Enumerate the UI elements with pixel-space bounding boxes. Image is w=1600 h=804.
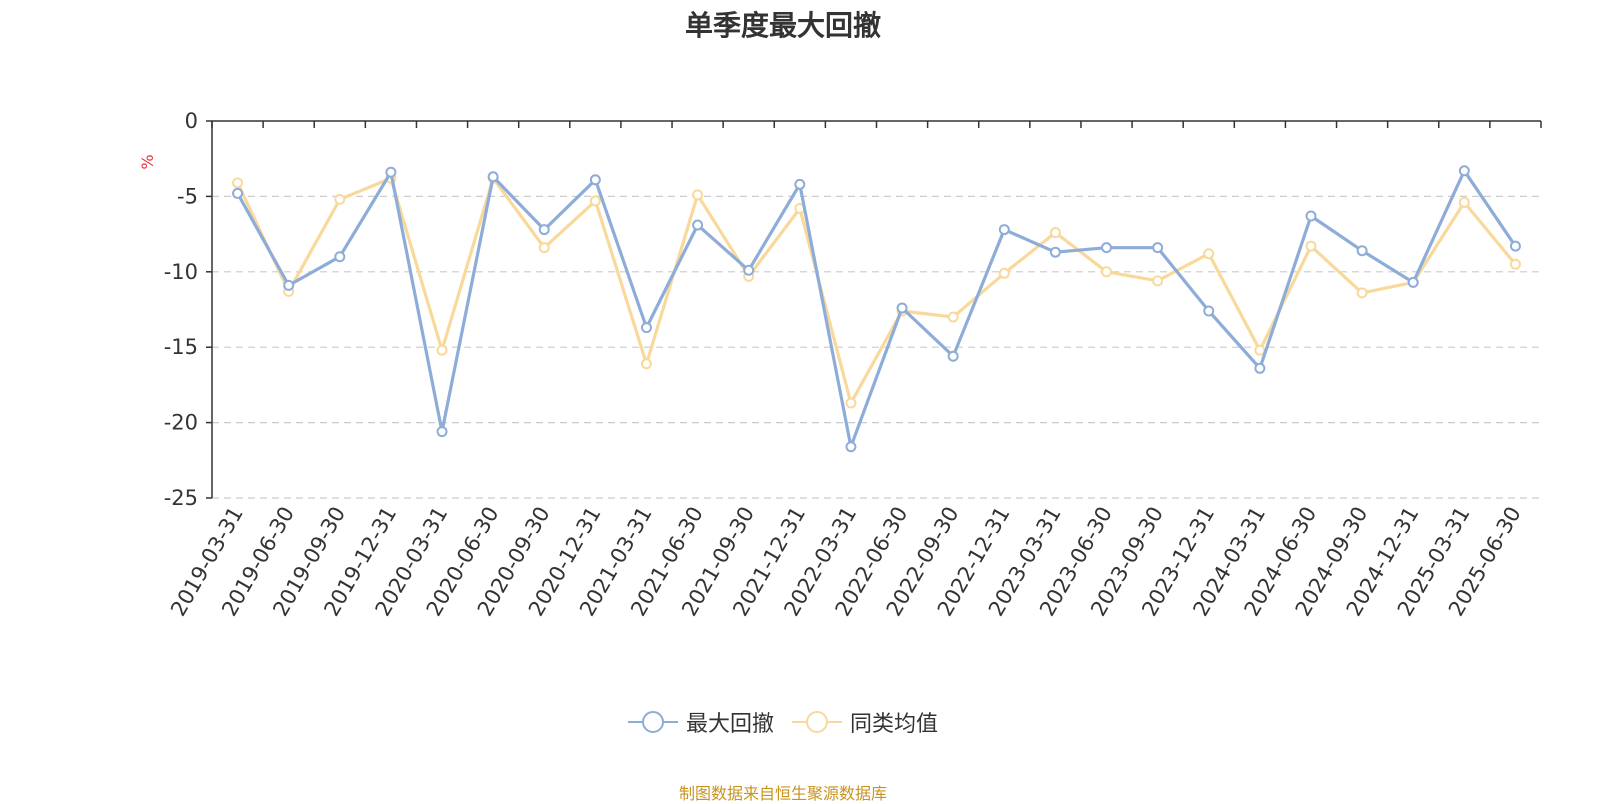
y-tick-label: -10 [164,260,198,284]
data-point-series-0 [538,224,550,236]
y-axis-unit-label: % [138,154,157,169]
data-point-series-0 [283,279,295,291]
data-point-series-1 [692,189,704,201]
data-point-series-0 [1152,242,1164,254]
data-point-series-0 [896,302,908,314]
data-point-series-1 [845,397,857,409]
data-point-series-0 [385,166,397,178]
data-point-series-0 [1305,210,1317,222]
data-point-series-1 [334,193,346,205]
series-layer [232,165,1521,453]
data-point-series-0 [589,174,601,186]
data-point-series-1 [589,195,601,207]
data-point-series-1 [232,177,244,189]
data-point-series-0 [1101,242,1113,254]
legend-line-circle-icon [627,711,678,733]
series-line-0 [236,169,1517,449]
grid-lines [212,195,1541,499]
legend-item-series-0[interactable]: 最大回撤 [627,706,774,738]
data-point-series-0 [436,426,448,438]
data-point-series-1 [1254,344,1266,356]
y-tick-label: -15 [164,335,198,359]
data-point-series-0 [1356,245,1368,257]
data-point-series-1 [1356,287,1368,299]
data-point-series-1 [1458,196,1470,208]
data-point-series-0 [232,187,244,199]
y-tick-label: -20 [164,411,198,435]
data-point-series-1 [998,267,1010,279]
data-point-series-0 [1254,362,1266,374]
data-point-series-0 [1049,246,1061,258]
data-point-series-0 [845,441,857,453]
data-point-series-1 [1203,248,1215,260]
data-point-series-0 [794,178,806,190]
legend-label-series-0: 最大回撤 [685,712,774,737]
legend: 最大回撤 同类均值 [0,706,1566,738]
data-point-series-1 [1305,240,1317,252]
data-point-series-0 [947,350,959,362]
chart-title: 单季度最大回撤 [684,9,881,42]
data-point-series-1 [1152,275,1164,287]
data-point-series-0 [743,264,755,276]
source-note: 制图数据来自恒生聚源数据库 [678,784,887,803]
legend-line-circle-icon [792,711,842,733]
data-point-series-1 [538,242,550,254]
y-tick-label: 0 [185,109,198,133]
data-point-series-0 [1458,165,1470,177]
legend-label-series-1: 同类均值 [850,712,939,737]
data-point-series-0 [1509,240,1521,252]
legend-item-series-1[interactable]: 同类均值 [792,706,938,738]
y-tick-label: -25 [164,486,198,510]
data-point-series-0 [692,219,704,231]
data-point-series-1 [1101,266,1113,278]
data-point-series-0 [1407,276,1419,288]
data-point-series-0 [998,224,1010,236]
data-point-series-0 [487,171,499,183]
data-point-series-0 [640,322,652,334]
y-tick-label: -5 [177,184,198,208]
series-line-1 [236,176,1517,405]
data-point-series-0 [334,251,346,263]
data-point-series-1 [947,311,959,323]
data-point-series-1 [640,358,652,370]
data-point-series-1 [1049,227,1061,239]
data-point-series-1 [436,344,448,356]
data-point-series-1 [1509,258,1521,270]
data-point-series-0 [1203,305,1215,317]
